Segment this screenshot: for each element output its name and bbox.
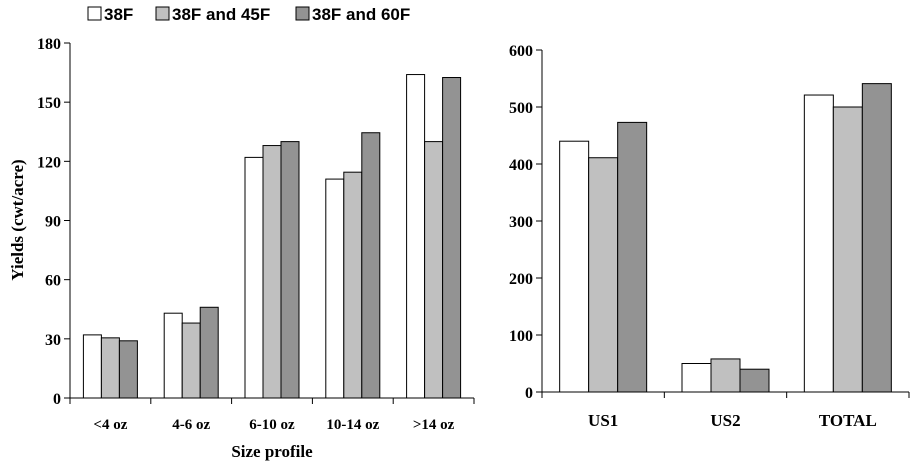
legend-label-38f-60f: 38F and 60F xyxy=(312,5,410,24)
chart-1-y-tick-label: 0 xyxy=(53,391,61,408)
bar-total-38f-and-45f xyxy=(832,106,863,393)
bar-us1-38f-and-60f xyxy=(617,121,648,393)
bar-4-oz-38f-and-45f xyxy=(100,337,120,399)
chart-2-y-tick-label: 600 xyxy=(509,43,533,60)
chart-1-y-tick-label: 30 xyxy=(45,332,61,349)
chart-2-y-tick-label: 500 xyxy=(509,100,533,117)
bar-14-oz-38f-and-60f xyxy=(442,77,462,399)
chart-1-y-tick-label: 120 xyxy=(37,154,61,171)
chart-1-category-label: <4 oz xyxy=(93,417,127,433)
chart-1-y-tick-label: 60 xyxy=(45,273,61,290)
legend-label-38f: 38F xyxy=(104,5,133,24)
chart-2-y-tick-label: 0 xyxy=(525,385,533,402)
bar-us2-38f-and-45f xyxy=(710,358,741,393)
chart-1-axes: 0 30 60 90 120 150 180 <4 oz 4-6 oz 6-10 oz 10-14 … xyxy=(37,36,475,433)
chart-2-y-tick-label: 200 xyxy=(509,271,533,288)
chart-1-category-label: 6-10 oz xyxy=(249,417,295,433)
legend-swatch-38f-45f xyxy=(155,6,170,21)
bar-10-14-oz-38f-and-45f xyxy=(343,171,363,399)
bar-4-6-oz-38f-and-60f xyxy=(199,306,219,399)
bar-us1-38f xyxy=(559,140,590,393)
bar-4-6-oz-38f-and-45f xyxy=(181,322,201,399)
bar-10-14-oz-38f xyxy=(325,178,345,399)
chart-2-category-label: US1 xyxy=(588,411,618,430)
bar-6-10-oz-38f-and-60f xyxy=(280,141,300,399)
bar-10-14-oz-38f-and-60f xyxy=(361,132,381,399)
left-chart: Yields (cwt/acre) Size profile 0 30 60 90 12… xyxy=(8,36,475,461)
chart-1-y-tick-label: 180 xyxy=(37,36,61,53)
right-chart: 0 100 200 300 400 500 600 US1 US2 TOTAL xyxy=(509,43,910,430)
left-x-axis-label: Size profile xyxy=(231,442,313,461)
bar-14-oz-38f xyxy=(406,74,426,399)
chart-1-category-label: 10-14 oz xyxy=(326,417,379,433)
bar-14-oz-38f-and-45f xyxy=(424,141,444,399)
bar-6-10-oz-38f xyxy=(244,156,264,399)
bar-total-38f xyxy=(803,94,834,393)
bar-total-38f-and-60f xyxy=(861,83,892,393)
legend-label-38f-45f: 38F and 45F xyxy=(172,5,270,24)
chart-2-y-tick-label: 100 xyxy=(509,328,533,345)
legend: 38F 38F and 45F 38F and 60F xyxy=(87,5,410,24)
chart-2-category-label: TOTAL xyxy=(819,411,877,430)
chart-2-category-label: US2 xyxy=(710,411,740,430)
chart-2-axes: 0 100 200 300 400 500 600 US1 US2 TOTAL xyxy=(509,43,910,430)
chart-1-y-tick-label: 150 xyxy=(37,95,61,112)
legend-swatch-38f-60f xyxy=(295,6,310,21)
bar-us2-38f xyxy=(681,363,712,393)
bar-4-6-oz-38f xyxy=(163,312,183,399)
chart-2-y-tick-label: 400 xyxy=(509,157,533,174)
bar-6-10-oz-38f-and-45f xyxy=(262,145,282,399)
bar-us1-38f-and-45f xyxy=(588,157,619,393)
bar-us2-38f-and-60f xyxy=(739,368,770,393)
legend-swatch-38f xyxy=(87,6,102,21)
chart-1-category-label: >14 oz xyxy=(413,417,455,433)
chart-1-category-label: 4-6 oz xyxy=(172,417,210,433)
bar-4-oz-38f xyxy=(82,334,102,399)
chart-1-y-tick-label: 90 xyxy=(45,214,61,231)
chart-2-y-tick-label: 300 xyxy=(509,214,533,231)
bar-4-oz-38f-and-60f xyxy=(118,340,138,399)
left-y-axis-label: Yields (cwt/acre) xyxy=(8,159,27,280)
